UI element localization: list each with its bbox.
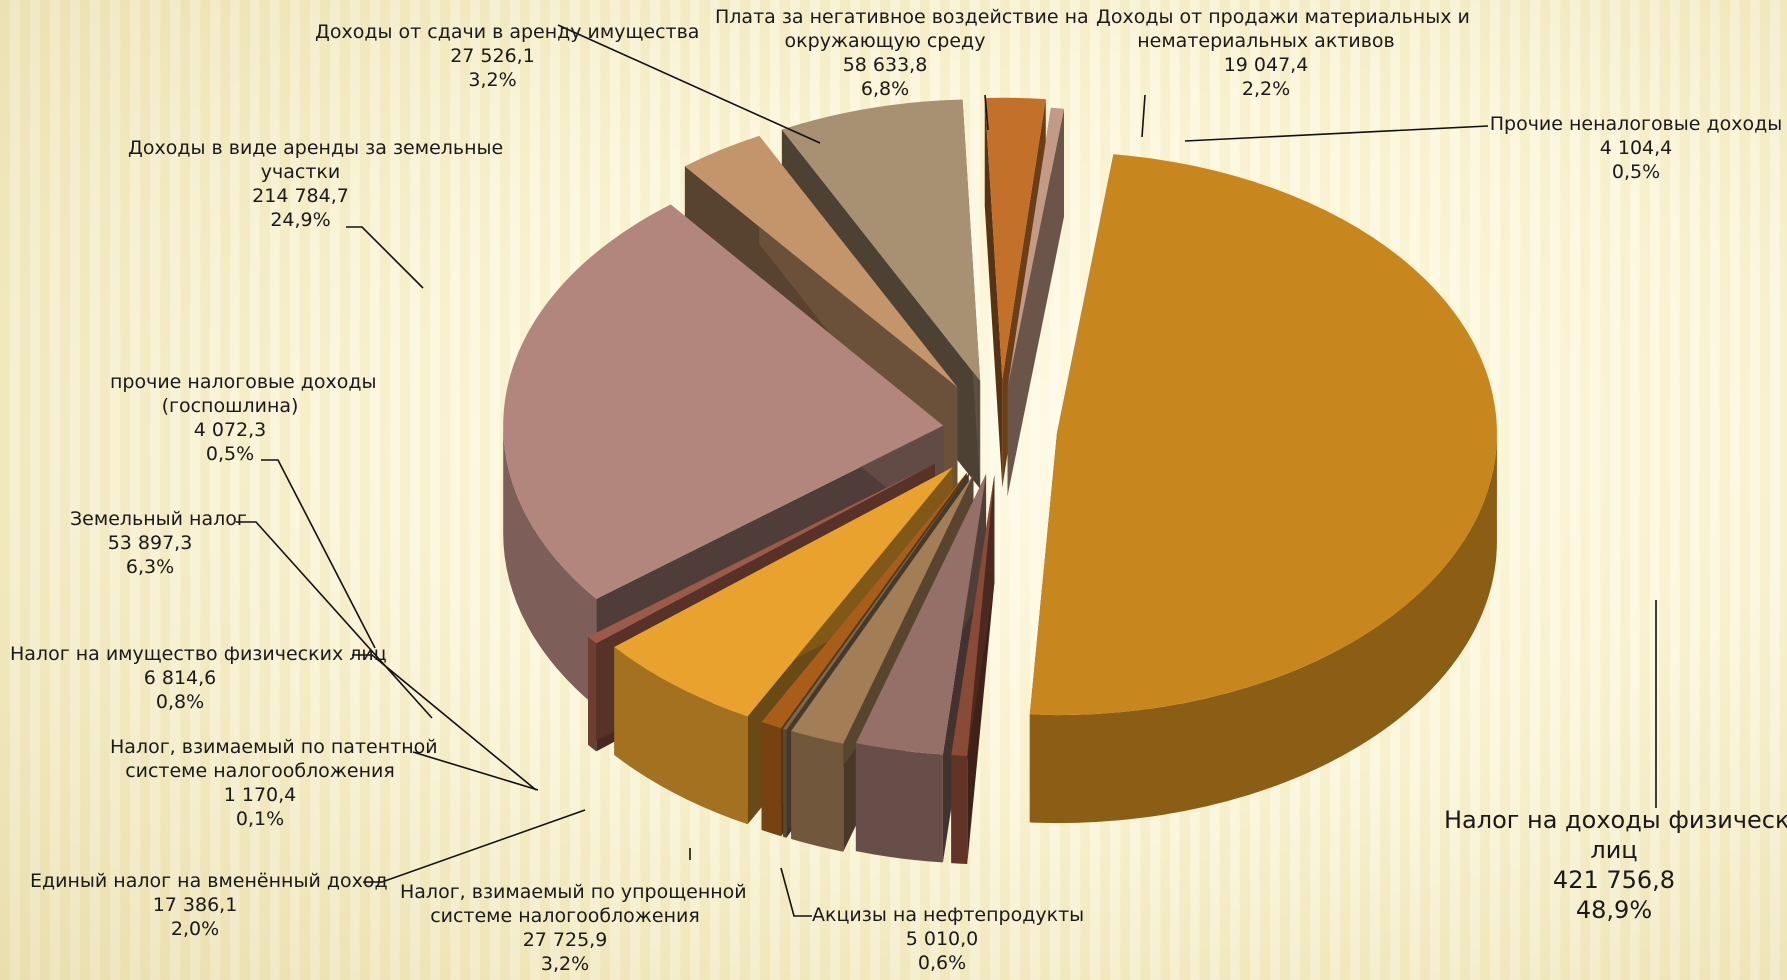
slice-label: Налог на имущество физических лиц 6 814,6…	[10, 642, 387, 714]
label-value: 214 784,7	[252, 185, 349, 207]
label-value: 19 047,4	[1223, 54, 1309, 76]
label-value: 4 104,4	[1599, 137, 1673, 159]
label-percent: 3,2%	[468, 69, 517, 91]
slice-top	[791, 474, 974, 744]
label-name: Доходы от продажи материальных и	[1096, 6, 1470, 28]
pie-slice	[1007, 107, 1065, 497]
slice-top	[781, 99, 981, 381]
label-name: Прочие неналоговые доходы	[1489, 113, 1783, 135]
slice-top	[503, 204, 944, 599]
slice-wall	[984, 97, 1003, 488]
slice-top	[951, 474, 995, 756]
label-name: лиц	[1590, 836, 1638, 864]
label-percent: 24,9%	[270, 209, 331, 231]
slice-label: Налог, взимаемый по патентной системе нал…	[110, 735, 438, 831]
slice-top	[855, 474, 987, 755]
label-name: системе налогообложения	[430, 905, 700, 927]
label-value: 421 756,8	[1552, 866, 1676, 894]
slice-rim	[503, 425, 597, 707]
label-percent: 3,2%	[540, 953, 590, 975]
slice-top	[684, 135, 958, 388]
slice-rim	[588, 636, 597, 752]
label-percent: 6,8%	[860, 78, 910, 100]
label-value: 1 170,4	[223, 784, 297, 806]
label-value: 5 010,0	[905, 928, 979, 950]
slice-rim	[855, 743, 943, 863]
slice-label: Акцизы на нефтепродукты 5 010,0 0,6%	[812, 903, 1085, 975]
label-value: 27 725,9	[522, 929, 608, 951]
slice-top	[783, 473, 969, 730]
label-name: системе налогообложения	[125, 760, 395, 782]
slice-label: Плата за негативное воздействие на окружа…	[715, 5, 1089, 101]
label-percent: 0,5%	[1611, 161, 1661, 183]
label-percent: 48,9%	[1575, 896, 1653, 924]
leader-line	[1141, 94, 1146, 138]
slice-rim	[1029, 433, 1497, 824]
label-name: Акцизы на нефтепродукты	[812, 904, 1085, 926]
label-value: 27 526,1	[450, 45, 535, 67]
label-value: 6 814,6	[143, 667, 217, 689]
label-name: (госпошлина)	[161, 395, 299, 417]
label-name: участки	[260, 161, 341, 183]
slice-label: Доходы в виде аренды за земельные участки…	[128, 136, 504, 232]
pie-slice	[951, 474, 995, 864]
slice-label: Прочие неналоговые доходы 4 104,4 0,5%	[1486, 112, 1786, 184]
slice-top	[614, 467, 953, 717]
slice-label: Земельный налог 53 897,3 6,3%	[70, 507, 247, 579]
slice-rim	[783, 728, 787, 838]
label-value: 17 386,1	[152, 894, 238, 916]
label-name: Земельный налог	[70, 508, 247, 530]
label-percent: 0,6%	[917, 952, 967, 974]
leader-line	[236, 521, 433, 719]
slice-top	[588, 463, 935, 644]
leader-line	[984, 94, 989, 131]
label-percent: 6,3%	[125, 556, 175, 578]
slice-top	[1029, 154, 1497, 716]
label-name: нематериальных активов	[1137, 30, 1395, 52]
label-name: окружающую среду	[784, 30, 986, 52]
leader-line	[780, 867, 812, 917]
label-value: 4 072,3	[193, 419, 267, 441]
slice-top	[1007, 107, 1065, 389]
slice-label: Единый налог на вменённый доход 17 386,1 2…	[30, 869, 388, 941]
slice-label: Доходы от продажи материальных и нематери…	[1096, 5, 1470, 101]
slice-rim	[791, 731, 844, 852]
slice-wall	[1007, 108, 1065, 497]
leader-line	[352, 654, 537, 791]
label-value: 53 897,3	[107, 532, 193, 554]
leader-line	[261, 459, 376, 649]
slice-top	[984, 97, 1046, 380]
label-percent: 2,2%	[1241, 78, 1291, 100]
slice-label: Налог на доходы физических лиц 421 756,8 48…	[1444, 805, 1787, 925]
slice-rim	[614, 646, 748, 825]
slice-label: Доходы от сдачи в аренду имущества 27 526…	[315, 20, 700, 92]
label-name: Налог, взимаемый по патентной	[110, 736, 438, 758]
label-name: Плата за негативное воздействие на	[715, 6, 1089, 28]
label-name: Налог на имущество физических лиц	[10, 643, 387, 665]
label-name: Единый налог на вменённый доход	[30, 870, 388, 892]
label-name: Налог, взимаемый по упрощенной	[400, 881, 747, 903]
label-percent: 0,1%	[235, 808, 285, 830]
leader-line	[363, 809, 586, 883]
label-name: Налог на доходы физических	[1444, 806, 1787, 834]
pie-slice	[855, 474, 987, 863]
leader-line	[346, 226, 424, 289]
slice-top	[761, 472, 967, 729]
label-value: 58 633,8	[842, 54, 928, 76]
leader-line	[1184, 125, 1489, 142]
leader-line	[557, 24, 821, 144]
pie-slice	[1029, 154, 1497, 824]
leader-line	[412, 751, 539, 791]
slice-label: Налог, взимаемый по упрощенной системе на…	[400, 880, 747, 976]
label-name: прочие налоговые доходы	[110, 371, 377, 393]
label-percent: 2,0%	[170, 918, 220, 940]
label-name: Доходы от сдачи в аренду имущества	[315, 21, 700, 43]
slice-rim	[951, 755, 968, 864]
slice-rim	[761, 721, 782, 837]
label-percent: 0,8%	[155, 691, 205, 713]
label-name: Доходы в виде аренды за земельные	[128, 137, 504, 159]
label-percent: 0,5%	[205, 443, 255, 465]
slice-label: прочие налоговые доходы (госпошлина) 4 072…	[110, 370, 377, 466]
